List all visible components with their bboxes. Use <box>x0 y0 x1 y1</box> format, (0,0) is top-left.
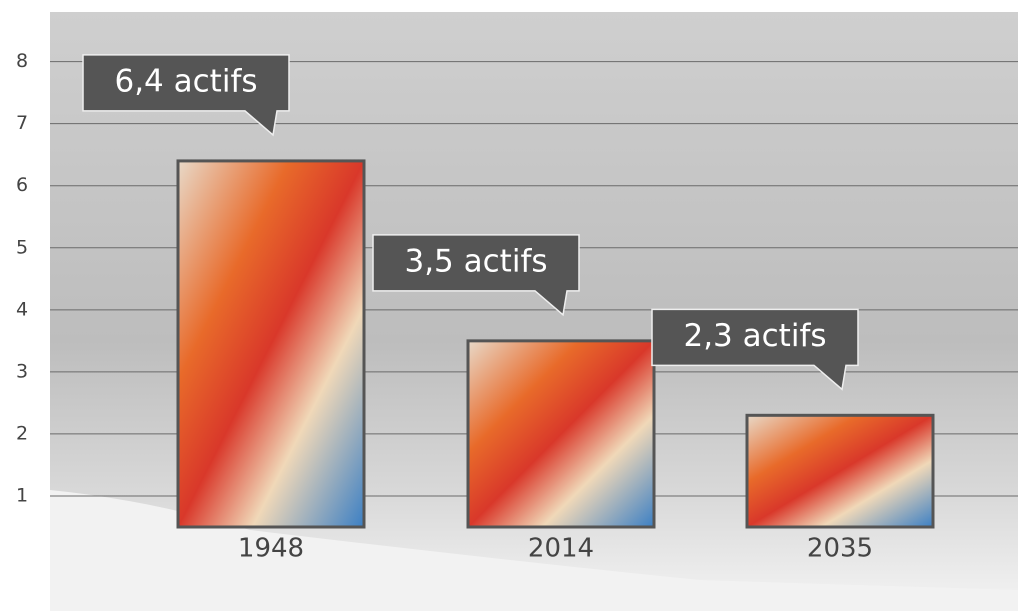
value-label: 2,3 actifs <box>683 318 826 354</box>
x-tick-label: 2014 <box>528 534 594 564</box>
value-label: 3,5 actifs <box>404 243 547 279</box>
y-tick-label: 1 <box>16 484 28 506</box>
y-tick-label: 5 <box>16 236 28 258</box>
y-tick-label: 6 <box>16 174 28 196</box>
snow <box>50 490 1018 611</box>
y-tick-label: 8 <box>16 50 28 72</box>
x-tick-label: 1948 <box>238 534 304 564</box>
callout-box <box>82 54 290 137</box>
bar <box>745 413 935 529</box>
bar <box>176 159 366 529</box>
y-tick-label: 4 <box>16 298 28 320</box>
value-label: 6,4 actifs <box>114 63 257 99</box>
y-tick-label: 2 <box>16 422 28 444</box>
x-tick-label: 2035 <box>807 534 873 564</box>
y-tick-label: 7 <box>16 112 28 134</box>
bar <box>466 339 656 529</box>
callout-box <box>651 308 859 391</box>
y-tick-label: 3 <box>16 360 28 382</box>
callout-box <box>372 234 580 317</box>
